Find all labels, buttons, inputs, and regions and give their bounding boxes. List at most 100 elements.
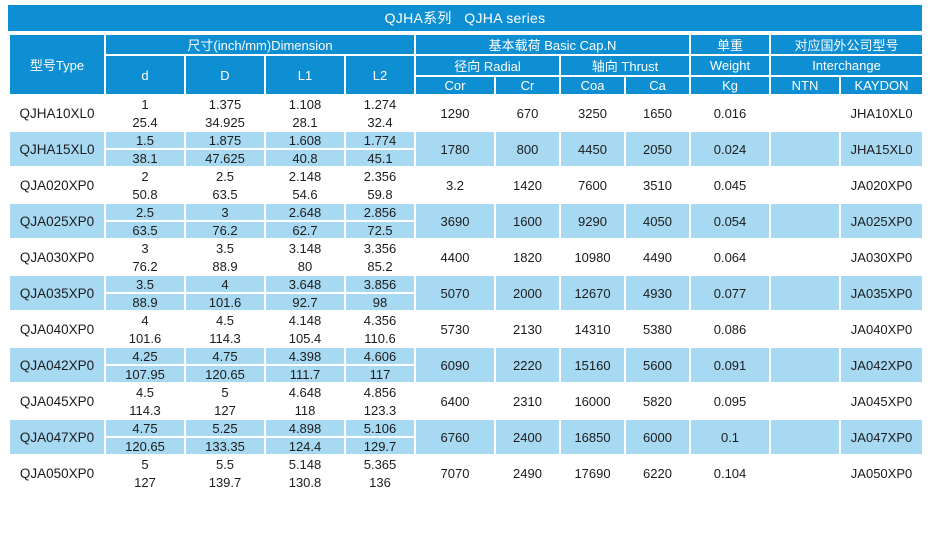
table-row-mm: 50.8 63.5 54.6 59.8 xyxy=(9,184,923,204)
cell-coa: 10980 xyxy=(559,238,627,276)
cell-cr: 2130 xyxy=(494,310,562,348)
cell-weight-kg: 0.077 xyxy=(689,274,772,312)
cell-d-inch: 4.5 xyxy=(104,382,186,402)
cell-d-inch: 2.5 xyxy=(104,202,186,222)
cell-coa: 16000 xyxy=(559,382,627,420)
cell-kaydon: JHA10XL0 xyxy=(839,94,925,132)
cell-D-inch: 4.5 xyxy=(184,310,266,330)
table-body: QJHA10XL0 1 1.375 1.108 1.274 1290 670 3… xyxy=(8,94,925,492)
cell-weight-kg: 0.086 xyxy=(689,310,772,348)
cell-cr: 2400 xyxy=(494,418,562,456)
cell-weight-kg: 0.091 xyxy=(689,346,772,384)
cell-ca: 5380 xyxy=(624,310,692,348)
cell-d-inch: 4 xyxy=(104,310,186,330)
cell-L2-inch: 5.106 xyxy=(343,418,417,438)
cell-L2-inch: 2.856 xyxy=(343,202,417,222)
table-row: QJA050XP0 5 5.5 5.148 5.365 7070 2490 17… xyxy=(8,454,925,492)
table-row: QJA030XP0 3 3.5 3.148 3.356 4400 1820 10… xyxy=(8,238,925,276)
table-row-mm: 101.6 114.3 105.4 110.6 xyxy=(9,328,923,348)
table-row-mm: 107.95 120.65 111.7 117 xyxy=(9,364,923,384)
cell-ca: 6220 xyxy=(624,454,692,492)
cell-D-inch: 1.875 xyxy=(184,130,266,150)
col-header-ca: Ca xyxy=(624,75,692,96)
table-row: QJA040XP0 4 4.5 4.148 4.356 5730 2130 14… xyxy=(8,310,925,348)
cell-cor: 3690 xyxy=(414,202,497,240)
cell-d-mm: 101.6 xyxy=(104,328,186,348)
cell-L2-mm: 72.5 xyxy=(343,220,417,240)
col-header-cr: Cr xyxy=(494,75,562,96)
cell-d-mm: 114.3 xyxy=(104,400,186,420)
cell-cr: 1420 xyxy=(494,166,562,204)
cell-D-mm: 47.625 xyxy=(184,148,266,168)
cell-model: QJA030XP0 xyxy=(8,238,106,276)
cell-L2-inch: 4.356 xyxy=(343,310,417,330)
cell-model: QJHA10XL0 xyxy=(8,94,106,132)
col-header-type: 型号Type xyxy=(8,33,106,96)
cell-coa: 3250 xyxy=(559,94,627,132)
cell-coa: 12670 xyxy=(559,274,627,312)
cell-d-inch: 5 xyxy=(104,454,186,474)
cell-model: QJA045XP0 xyxy=(8,382,106,420)
cell-cor: 6400 xyxy=(414,382,497,420)
cell-cr: 2220 xyxy=(494,346,562,384)
cell-cor: 6090 xyxy=(414,346,497,384)
cell-L1-mm: 118 xyxy=(264,400,346,420)
cell-coa: 15160 xyxy=(559,346,627,384)
cell-coa: 7600 xyxy=(559,166,627,204)
cell-ca: 2050 xyxy=(624,130,692,168)
cell-cor: 5070 xyxy=(414,274,497,312)
cell-L1-inch: 4.898 xyxy=(264,418,346,438)
cell-L2-mm: 110.6 xyxy=(343,328,417,348)
cell-d-mm: 76.2 xyxy=(104,256,186,276)
cell-D-mm: 34.925 xyxy=(184,112,266,132)
cell-L1-inch: 5.148 xyxy=(264,454,346,474)
table-row-mm: 25.4 34.925 28.1 32.4 xyxy=(9,112,923,132)
cell-d-inch: 1.5 xyxy=(104,130,186,150)
cell-model: QJA035XP0 xyxy=(8,274,106,312)
cell-cor: 5730 xyxy=(414,310,497,348)
cell-L2-mm: 98 xyxy=(343,292,417,312)
cell-model: QJA020XP0 xyxy=(8,166,106,204)
cell-d-mm: 88.9 xyxy=(104,292,186,312)
cell-kaydon: JA020XP0 xyxy=(839,166,925,204)
col-header-cor: Cor xyxy=(414,75,497,96)
cell-D-mm: 139.7 xyxy=(184,472,266,492)
table-row: QJA045XP0 4.5 5 4.648 4.856 6400 2310 16… xyxy=(8,382,925,420)
cell-d-inch: 3.5 xyxy=(104,274,186,294)
cell-L1-inch: 4.648 xyxy=(264,382,346,402)
cell-cor: 4400 xyxy=(414,238,497,276)
cell-cor: 7070 xyxy=(414,454,497,492)
cell-L1-mm: 92.7 xyxy=(264,292,346,312)
table-row-mm: 76.2 88.9 80 85.2 xyxy=(9,256,923,276)
cell-ntn xyxy=(769,202,842,240)
cell-weight-kg: 0.054 xyxy=(689,202,772,240)
cell-cr: 800 xyxy=(494,130,562,168)
cell-D-mm: 127 xyxy=(184,400,266,420)
cell-L1-inch: 3.648 xyxy=(264,274,346,294)
cell-d-inch: 2 xyxy=(104,166,186,186)
table-row: QJA042XP0 4.25 4.75 4.398 4.606 6090 222… xyxy=(8,346,925,384)
cell-ntn xyxy=(769,310,842,348)
cell-D-inch: 4.75 xyxy=(184,346,266,366)
table-row: QJA025XP0 2.5 3 2.648 2.856 3690 1600 92… xyxy=(8,202,925,240)
cell-model: QJA040XP0 xyxy=(8,310,106,348)
cell-L1-inch: 2.648 xyxy=(264,202,346,222)
cell-ntn xyxy=(769,346,842,384)
cell-model: QJA042XP0 xyxy=(8,346,106,384)
table-row: QJHA10XL0 1 1.375 1.108 1.274 1290 670 3… xyxy=(8,94,925,132)
cell-cor: 6760 xyxy=(414,418,497,456)
cell-cor: 3.2 xyxy=(414,166,497,204)
cell-L1-inch: 4.398 xyxy=(264,346,346,366)
cell-d-mm: 107.95 xyxy=(104,364,186,384)
cell-weight-kg: 0.095 xyxy=(689,382,772,420)
cell-L2-mm: 85.2 xyxy=(343,256,417,276)
col-header-weight-en: Weight xyxy=(689,54,772,77)
table-row-mm: 38.1 47.625 40.8 45.1 xyxy=(9,148,923,168)
cell-kaydon: JA030XP0 xyxy=(839,238,925,276)
table-row: QJA020XP0 2 2.5 2.148 2.356 3.2 1420 760… xyxy=(8,166,925,204)
cell-ca: 5820 xyxy=(624,382,692,420)
cell-D-inch: 4 xyxy=(184,274,266,294)
cell-weight-kg: 0.064 xyxy=(689,238,772,276)
cell-L1-mm: 124.4 xyxy=(264,436,346,456)
